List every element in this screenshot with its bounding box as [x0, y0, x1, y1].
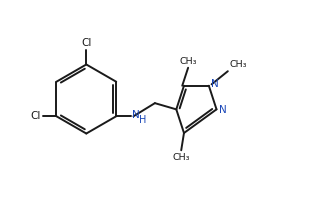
Text: Cl: Cl — [31, 111, 41, 121]
Text: N: N — [132, 110, 140, 120]
Text: Cl: Cl — [81, 38, 92, 48]
Text: CH₃: CH₃ — [179, 57, 197, 66]
Text: N: N — [211, 79, 219, 89]
Text: N: N — [218, 105, 226, 115]
Text: CH₃: CH₃ — [229, 60, 247, 69]
Text: H: H — [139, 115, 146, 125]
Text: CH₃: CH₃ — [173, 153, 190, 162]
